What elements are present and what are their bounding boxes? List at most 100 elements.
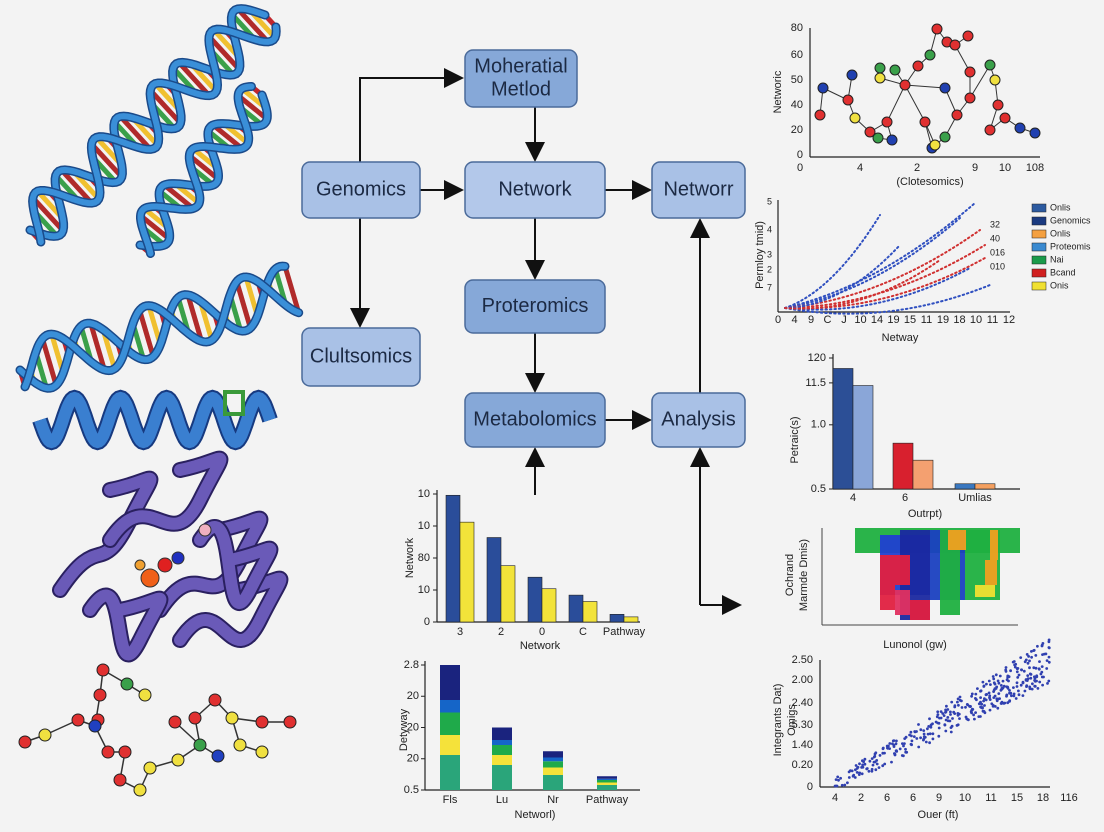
dot — [912, 735, 916, 738]
y-axis-title: Network — [404, 537, 416, 578]
bar-segment — [492, 745, 512, 755]
atom — [168, 715, 182, 729]
atom — [188, 711, 202, 725]
y-axis-title: Omigs — [786, 704, 798, 736]
dot — [994, 687, 998, 690]
dot — [902, 754, 905, 758]
dot — [898, 747, 902, 751]
flow-node — [301, 327, 421, 387]
flow-node — [651, 161, 746, 219]
dot — [928, 732, 932, 736]
dot — [993, 694, 997, 698]
dot — [843, 783, 847, 787]
dot — [1014, 697, 1018, 700]
atom — [171, 753, 185, 767]
dot — [989, 683, 992, 686]
flow-node — [464, 161, 606, 219]
dot — [905, 750, 909, 754]
dot — [852, 773, 856, 777]
dot — [973, 717, 976, 721]
dot — [1026, 661, 1030, 665]
dot — [999, 688, 1003, 692]
rung — [236, 93, 269, 121]
strand — [29, 24, 280, 245]
x-tick-label: 15 — [904, 314, 916, 326]
dot — [981, 709, 985, 713]
dot — [991, 675, 995, 678]
dot — [1031, 682, 1034, 686]
y-axis-title: Detyway — [398, 708, 410, 751]
x-axis-title: (Clotesomics) — [896, 176, 963, 188]
dot — [1011, 660, 1015, 664]
bar-segment — [543, 775, 563, 790]
dot — [983, 697, 986, 701]
dot — [910, 739, 914, 743]
x-tick-label: 9 — [972, 162, 978, 174]
dot — [888, 742, 892, 745]
dot — [837, 778, 840, 782]
dot — [863, 762, 867, 766]
dot — [1033, 679, 1036, 682]
dot — [910, 734, 913, 738]
y-tick-label: 0.5 — [404, 784, 419, 796]
node-label: Networr — [663, 178, 733, 200]
node — [899, 79, 911, 91]
dot — [970, 709, 974, 712]
dotted-curve — [784, 284, 991, 315]
strand — [22, 273, 302, 390]
bar-segment — [440, 700, 460, 713]
dot — [997, 692, 1001, 695]
dot — [917, 745, 921, 749]
dot — [1026, 674, 1030, 677]
dot — [987, 679, 991, 683]
dot — [1040, 644, 1044, 648]
dot — [1025, 653, 1029, 656]
bar-segment — [440, 665, 460, 700]
x-tick-label: 4 — [791, 314, 797, 326]
bar — [445, 494, 461, 623]
dot — [1038, 660, 1041, 663]
atom — [198, 523, 212, 537]
node — [999, 112, 1011, 124]
x-tick-label: C — [824, 314, 832, 326]
dot — [1037, 667, 1041, 671]
bar — [892, 442, 914, 490]
dot — [970, 692, 974, 696]
dot — [1047, 660, 1051, 664]
rung — [234, 280, 253, 329]
atom — [120, 677, 134, 691]
dot — [1026, 677, 1030, 681]
dot — [988, 698, 992, 701]
node-label: Network — [498, 178, 572, 200]
dot — [915, 730, 918, 733]
bar — [486, 537, 502, 623]
dot — [934, 720, 938, 724]
dot — [956, 700, 959, 704]
dot — [1041, 683, 1044, 687]
edge — [886, 84, 906, 123]
atom — [71, 713, 85, 727]
x-tick-label: 10 — [959, 792, 971, 804]
bar-segment — [440, 755, 460, 790]
node — [989, 74, 1001, 86]
y-tick-label: 20 — [407, 721, 419, 733]
dot — [972, 713, 975, 717]
atom — [255, 715, 269, 729]
x-axis-title: Networl) — [515, 809, 556, 821]
protein-ribbon — [194, 521, 277, 609]
node — [964, 66, 976, 78]
dot — [1013, 665, 1017, 669]
dot — [892, 743, 896, 747]
x-tick-label: 19 — [937, 314, 949, 326]
rung — [187, 153, 220, 181]
strand — [27, 5, 268, 240]
legend-swatch — [1031, 255, 1047, 265]
dotted-curve — [784, 259, 941, 310]
dot — [1001, 686, 1005, 690]
dot — [870, 769, 874, 773]
x-tick-label: 14 — [871, 314, 883, 326]
rung — [138, 213, 171, 241]
dot — [847, 770, 851, 774]
atom — [96, 663, 110, 677]
dot — [977, 702, 981, 706]
